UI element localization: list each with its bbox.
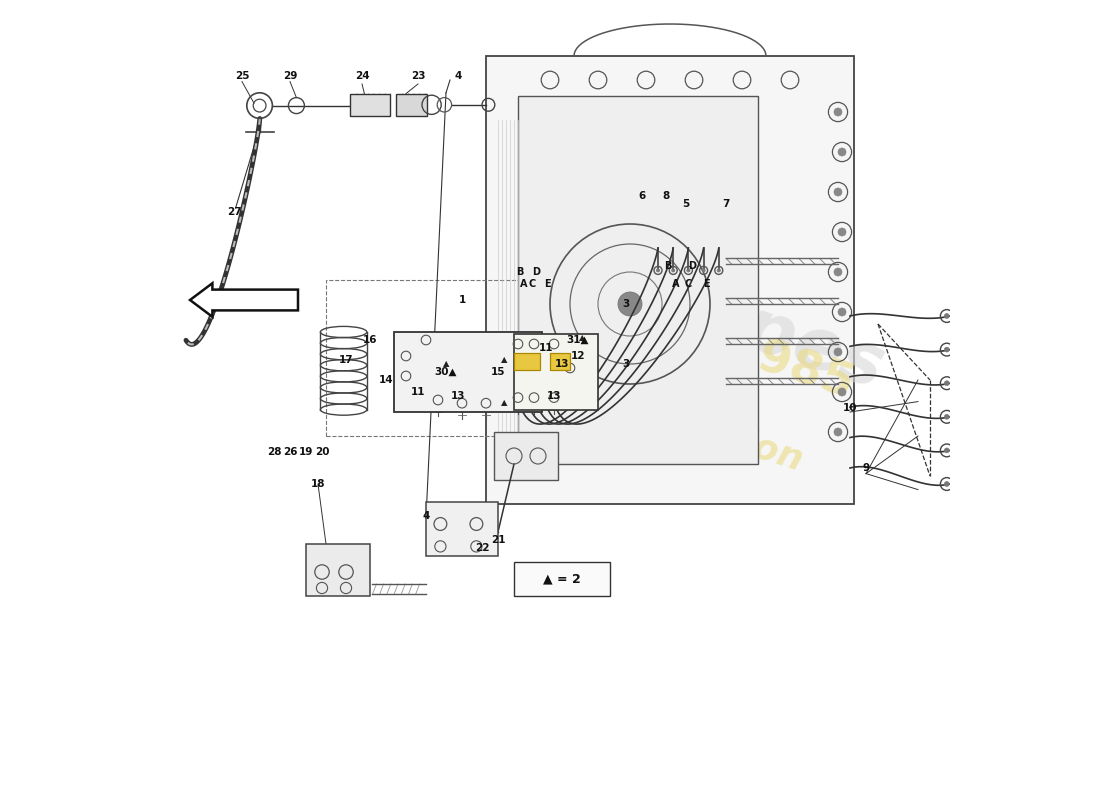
- Text: D: D: [532, 267, 540, 277]
- Text: 1: 1: [459, 295, 465, 305]
- Circle shape: [686, 269, 690, 272]
- Text: 22: 22: [475, 543, 490, 553]
- Text: 3: 3: [623, 359, 629, 369]
- Text: 24: 24: [354, 71, 370, 81]
- Circle shape: [945, 448, 949, 453]
- Text: B: B: [664, 261, 671, 270]
- Text: 23: 23: [410, 71, 426, 81]
- Text: C: C: [685, 279, 692, 289]
- Text: 7: 7: [723, 199, 729, 209]
- Bar: [494, 432, 558, 480]
- Text: 12: 12: [571, 351, 585, 361]
- Text: A: A: [520, 279, 527, 289]
- Circle shape: [838, 148, 846, 156]
- Text: 13: 13: [554, 359, 570, 369]
- Bar: [514, 353, 540, 370]
- Circle shape: [717, 269, 720, 272]
- Text: 13: 13: [547, 391, 561, 401]
- Circle shape: [834, 188, 842, 196]
- Bar: [350, 94, 390, 116]
- Text: 31▲: 31▲: [566, 335, 590, 345]
- Text: ▲ = 2: ▲ = 2: [543, 573, 581, 586]
- Text: 5: 5: [682, 199, 690, 209]
- Circle shape: [945, 347, 949, 352]
- Text: 19: 19: [299, 447, 314, 457]
- Text: 8: 8: [662, 191, 670, 201]
- Bar: [550, 353, 570, 370]
- Circle shape: [945, 482, 949, 486]
- Bar: [514, 562, 611, 596]
- Bar: [514, 334, 598, 410]
- Text: 14: 14: [378, 375, 394, 385]
- Bar: [396, 94, 427, 116]
- FancyArrow shape: [190, 283, 298, 317]
- Text: 26: 26: [283, 447, 297, 457]
- Text: 1985: 1985: [720, 326, 859, 410]
- Text: ▲: ▲: [502, 398, 507, 407]
- Text: 4: 4: [454, 71, 462, 81]
- Circle shape: [838, 388, 846, 396]
- Text: 18: 18: [310, 479, 326, 489]
- Text: 3: 3: [623, 299, 629, 309]
- Text: ▲: ▲: [579, 333, 585, 342]
- Circle shape: [702, 269, 705, 272]
- Text: 13: 13: [451, 391, 465, 401]
- Circle shape: [945, 381, 949, 386]
- Text: 21: 21: [491, 535, 505, 545]
- Text: ▲: ▲: [442, 359, 449, 369]
- Circle shape: [834, 348, 842, 356]
- Text: 27: 27: [227, 207, 241, 217]
- Text: a passion: a passion: [613, 386, 807, 478]
- Text: E: E: [544, 279, 551, 289]
- Bar: [486, 56, 854, 504]
- Bar: [426, 502, 498, 556]
- Text: E: E: [703, 279, 710, 289]
- Text: 16: 16: [363, 335, 377, 345]
- Bar: [306, 544, 370, 596]
- Circle shape: [834, 268, 842, 276]
- Text: D: D: [689, 261, 696, 270]
- Text: 4: 4: [422, 511, 430, 521]
- Text: europes: europes: [559, 236, 893, 404]
- Circle shape: [945, 314, 949, 318]
- Bar: [518, 96, 758, 464]
- Circle shape: [834, 428, 842, 436]
- Circle shape: [838, 308, 846, 316]
- Text: A: A: [672, 279, 680, 289]
- Text: 28: 28: [266, 447, 282, 457]
- Text: 11: 11: [410, 387, 426, 397]
- Circle shape: [945, 414, 949, 419]
- Text: B: B: [516, 267, 524, 277]
- Text: 9: 9: [862, 463, 870, 473]
- Text: C: C: [529, 279, 536, 289]
- Text: 10: 10: [843, 403, 857, 413]
- Text: 15: 15: [491, 367, 505, 377]
- Text: 20: 20: [315, 447, 329, 457]
- Circle shape: [838, 228, 846, 236]
- Circle shape: [618, 292, 642, 316]
- Text: 11: 11: [539, 343, 553, 353]
- Circle shape: [657, 269, 660, 272]
- Text: 6: 6: [638, 191, 646, 201]
- Text: 29: 29: [283, 71, 297, 81]
- Text: ▲: ▲: [502, 355, 507, 365]
- Circle shape: [834, 108, 842, 116]
- Bar: [394, 332, 542, 412]
- Text: 25: 25: [234, 71, 250, 81]
- Text: 17: 17: [339, 355, 353, 365]
- Text: 30▲: 30▲: [434, 367, 458, 377]
- Circle shape: [672, 269, 674, 272]
